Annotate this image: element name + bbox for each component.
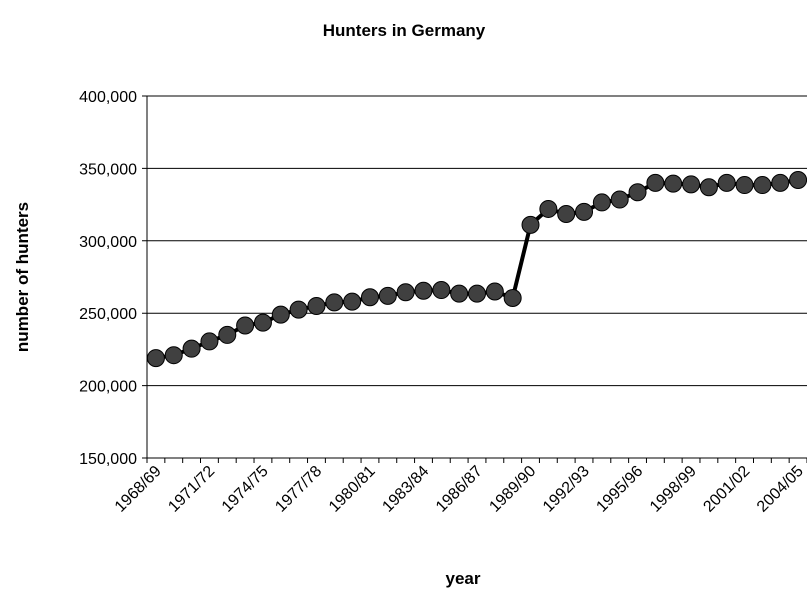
data-point [218, 325, 237, 344]
data-point [592, 193, 611, 212]
data-point [789, 170, 807, 189]
data-point [343, 292, 362, 311]
x-tick-label: 1998/99 [647, 463, 700, 516]
data-point [253, 313, 272, 332]
series-line [155, 178, 799, 361]
data-point [414, 281, 433, 300]
data-point [646, 173, 665, 192]
data-point [432, 281, 451, 300]
x-axis-label: year [446, 569, 481, 588]
data-point [146, 349, 165, 368]
x-tick-label: 1971/72 [165, 463, 218, 516]
data-point [236, 316, 255, 335]
data-point [539, 199, 558, 218]
data-point [575, 202, 594, 221]
x-tick-label: 1995/96 [593, 463, 646, 516]
data-point [182, 339, 201, 358]
y-axis-label: number of hunters [13, 202, 32, 352]
y-tick-label: 300,000 [79, 234, 137, 251]
data-point [360, 288, 379, 307]
x-tick-label: 1983/84 [379, 463, 432, 516]
data-point [682, 175, 701, 194]
chart-title: Hunters in Germany [323, 21, 486, 40]
x-tick-label: 1977/78 [272, 463, 325, 516]
data-point [628, 183, 647, 202]
data-point [503, 288, 522, 307]
y-tick-label: 150,000 [79, 451, 137, 468]
data-point [271, 305, 290, 324]
x-tick-label: 1992/93 [540, 463, 593, 516]
data-point [717, 173, 736, 192]
x-tick-label: 1968/69 [112, 463, 165, 516]
y-tick-label: 400,000 [79, 89, 137, 106]
data-point [450, 284, 469, 303]
data-point [378, 286, 397, 305]
y-tick-label: 350,000 [79, 161, 137, 178]
data-point [753, 176, 772, 195]
data-point [771, 173, 790, 192]
data-point [325, 293, 344, 312]
data-point [699, 178, 718, 197]
x-tick-label: 1974/75 [219, 463, 272, 516]
data-point [164, 346, 183, 365]
data-point [307, 296, 326, 315]
x-tick-label: 2001/02 [700, 463, 753, 516]
x-tick-label: 1989/90 [486, 463, 539, 516]
data-point [396, 283, 415, 302]
x-tick-label: 1980/81 [326, 463, 379, 516]
data-point [289, 300, 308, 319]
data-point [610, 190, 629, 209]
x-tick-label: 1986/87 [433, 463, 486, 516]
data-point [468, 284, 486, 303]
y-tick-label: 200,000 [79, 379, 137, 396]
data-point [557, 205, 576, 224]
x-tick-label: 2004/05 [754, 463, 807, 516]
data-point [664, 174, 683, 193]
data-point [521, 215, 540, 234]
data-point [735, 176, 754, 195]
data-point [200, 332, 219, 351]
data-point [485, 282, 504, 301]
y-tick-label: 250,000 [79, 306, 137, 323]
